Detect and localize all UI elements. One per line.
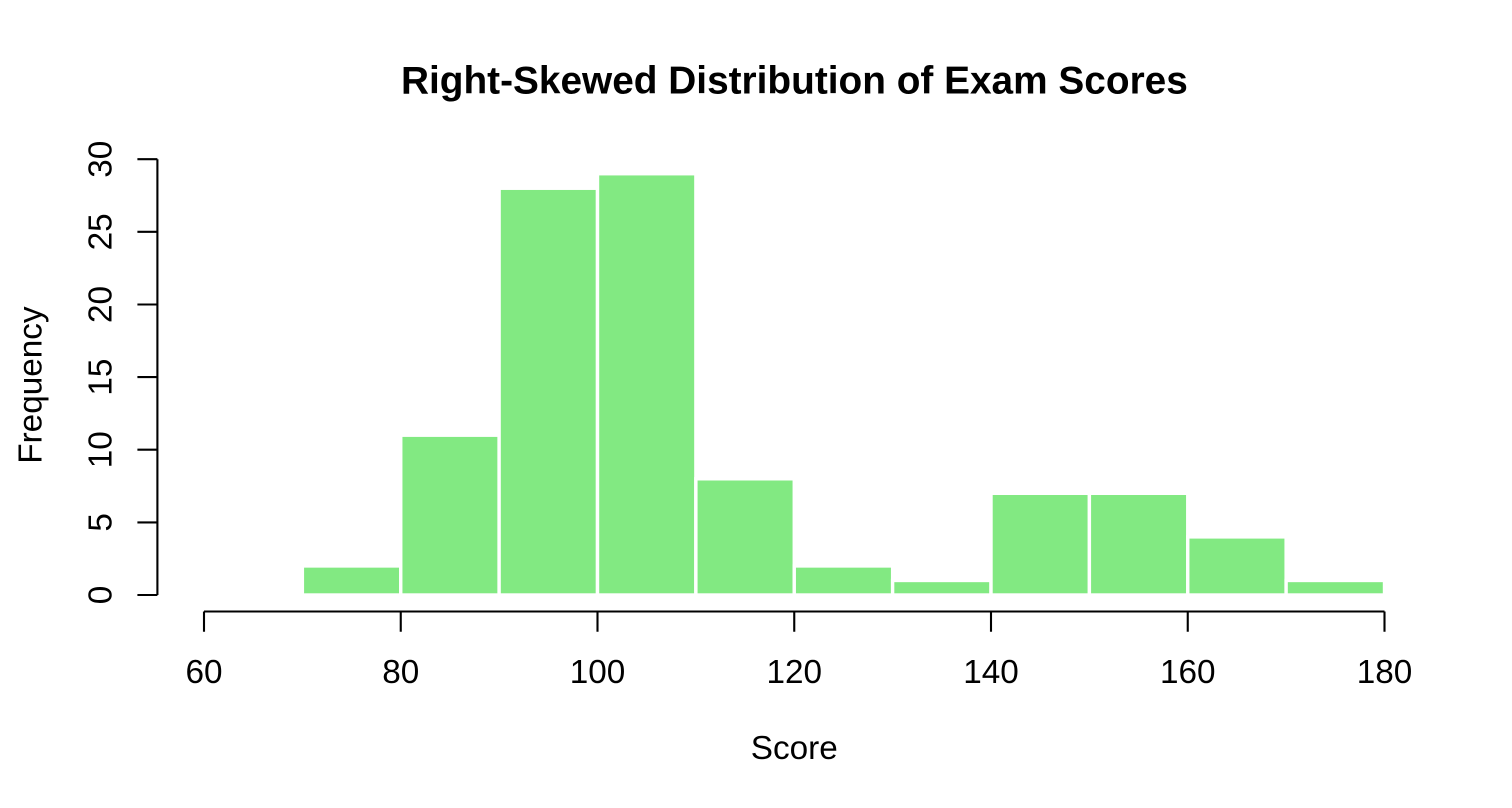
svg-text:100: 100 — [570, 654, 626, 691]
svg-text:25: 25 — [83, 213, 120, 250]
svg-text:5: 5 — [83, 513, 120, 532]
svg-text:80: 80 — [382, 654, 419, 691]
svg-text:Right-Skewed Distribution of E: Right-Skewed Distribution of Exam Scores — [401, 60, 1188, 103]
svg-text:60: 60 — [185, 654, 222, 691]
svg-text:160: 160 — [1160, 654, 1216, 691]
svg-text:0: 0 — [83, 586, 120, 605]
svg-text:140: 140 — [963, 654, 1019, 691]
svg-text:15: 15 — [83, 359, 120, 396]
svg-text:10: 10 — [83, 431, 120, 468]
svg-text:Score: Score — [751, 730, 838, 767]
svg-text:120: 120 — [766, 654, 822, 691]
svg-text:Frequency: Frequency — [12, 306, 49, 464]
svg-text:180: 180 — [1357, 654, 1413, 691]
svg-text:30: 30 — [83, 141, 120, 178]
svg-text:20: 20 — [83, 286, 120, 323]
